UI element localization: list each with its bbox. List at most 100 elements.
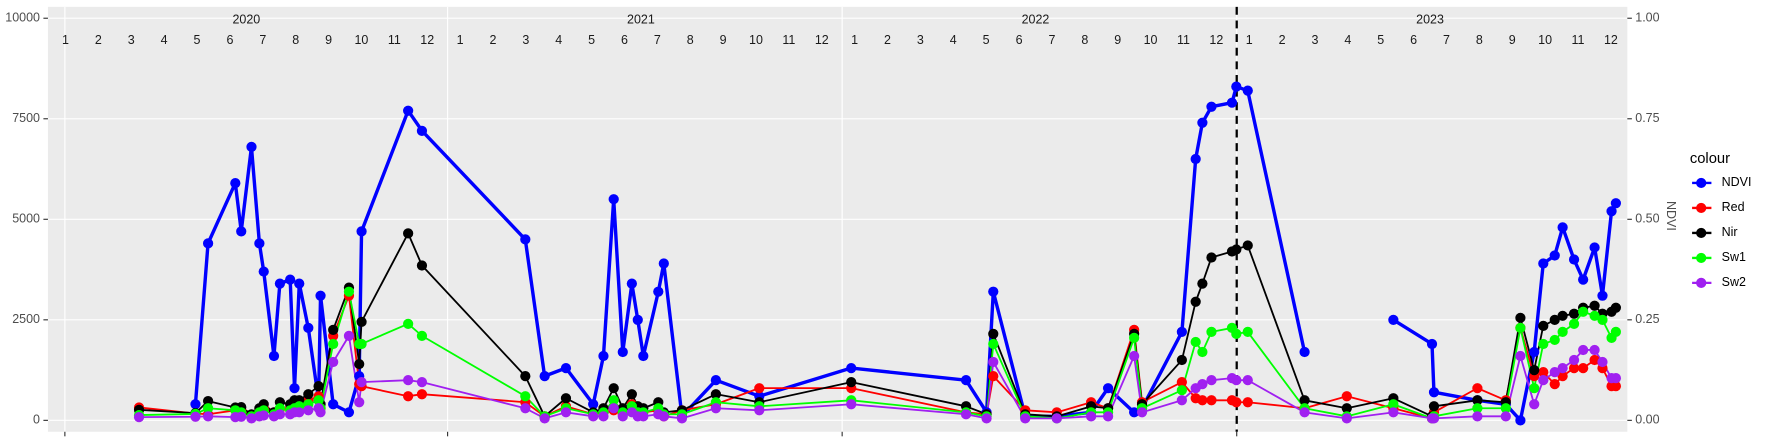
point	[1529, 399, 1540, 410]
point	[328, 356, 339, 368]
legend-label: Sw1	[1722, 250, 1746, 264]
month-label: 6	[621, 33, 628, 47]
point	[653, 286, 664, 297]
point	[1610, 326, 1622, 338]
point	[1538, 338, 1549, 350]
month-label: 8	[292, 33, 299, 47]
point	[1597, 314, 1608, 325]
point	[1529, 383, 1540, 394]
point	[356, 226, 367, 237]
month-label: 3	[128, 33, 135, 47]
month-label: 8	[687, 33, 694, 47]
month-label: 11	[388, 33, 401, 47]
month-label: 5	[983, 33, 990, 47]
month-label: 11	[782, 33, 795, 47]
point	[1428, 387, 1440, 398]
point	[1426, 338, 1438, 350]
point	[315, 407, 326, 418]
point	[416, 389, 428, 400]
month-label: 11	[1572, 33, 1585, 47]
point	[710, 403, 722, 414]
y-tick-label: 10000	[5, 11, 40, 25]
point	[1568, 318, 1580, 329]
point	[294, 278, 305, 289]
month-label: 10	[749, 33, 763, 47]
point	[1557, 222, 1568, 233]
point	[626, 278, 637, 289]
month-label: 2	[1279, 33, 1286, 47]
month-label: 3	[917, 33, 924, 47]
point	[328, 324, 339, 335]
point	[988, 328, 999, 340]
point	[1242, 397, 1253, 408]
point	[520, 391, 531, 402]
point	[416, 377, 428, 388]
point	[1610, 302, 1622, 313]
month-label: 2	[884, 33, 891, 47]
point	[416, 260, 428, 271]
month-label: 9	[325, 33, 332, 47]
point	[1557, 326, 1568, 338]
point	[1190, 296, 1201, 307]
point	[710, 375, 722, 386]
point	[1549, 250, 1560, 261]
point	[313, 381, 324, 392]
point	[1472, 411, 1483, 422]
point	[1500, 411, 1511, 422]
point	[1549, 379, 1560, 390]
point	[1589, 344, 1600, 356]
point	[1129, 407, 1140, 418]
point	[617, 411, 628, 422]
month-label: 7	[259, 33, 266, 47]
point	[1129, 350, 1140, 362]
point	[1051, 413, 1062, 424]
point	[1589, 354, 1600, 366]
month-label: 9	[1509, 33, 1516, 47]
point	[1589, 300, 1600, 311]
point	[988, 371, 999, 382]
point	[1206, 395, 1217, 406]
point	[560, 362, 572, 374]
legend-key	[1696, 252, 1707, 264]
point	[520, 371, 531, 382]
point	[1610, 381, 1622, 392]
month-label: 6	[1016, 33, 1023, 47]
month-label: 5	[1377, 33, 1384, 47]
point	[258, 410, 269, 421]
point	[190, 399, 201, 410]
point	[403, 375, 414, 386]
point	[1231, 244, 1242, 255]
point	[354, 358, 365, 370]
point	[315, 290, 326, 301]
legend-key	[1696, 177, 1707, 189]
point	[560, 407, 572, 418]
point	[343, 286, 355, 297]
month-label: 7	[1443, 33, 1450, 47]
year-label: 2022	[1022, 13, 1050, 27]
point	[1226, 97, 1238, 108]
point	[1176, 395, 1187, 406]
point	[1529, 346, 1540, 358]
point	[202, 395, 214, 407]
point	[1206, 375, 1217, 386]
point	[1578, 306, 1589, 317]
legend-label: Red	[1722, 200, 1745, 214]
point	[560, 393, 572, 404]
month-label: 4	[161, 33, 168, 47]
point	[658, 411, 669, 422]
point	[202, 411, 214, 422]
point	[1136, 407, 1148, 418]
point	[1589, 242, 1600, 253]
point	[1176, 326, 1187, 338]
point	[343, 407, 355, 418]
point	[1190, 153, 1201, 165]
point	[246, 413, 257, 424]
month-label: 3	[1311, 33, 1318, 47]
month-label: 4	[1344, 33, 1351, 47]
y2-tick-label: 0.75	[1635, 111, 1659, 125]
point	[1578, 274, 1589, 285]
point	[1102, 383, 1114, 394]
point	[598, 411, 609, 422]
